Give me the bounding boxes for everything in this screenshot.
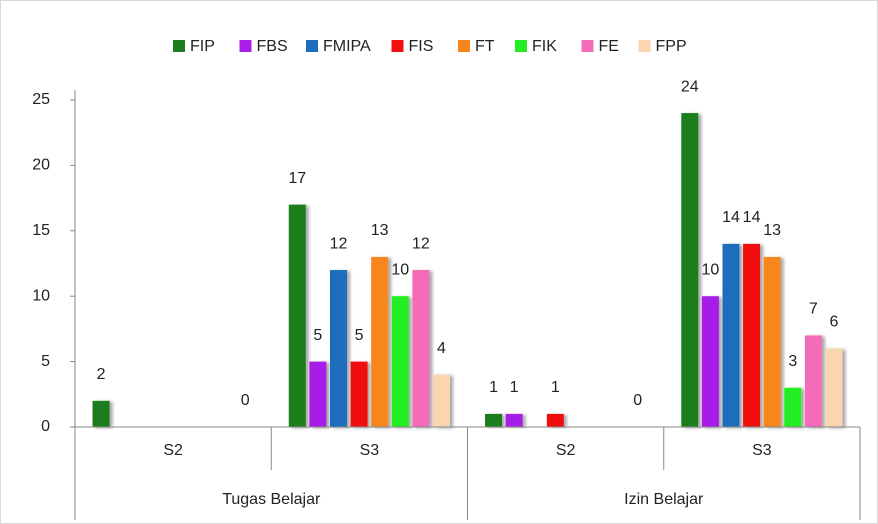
bar	[763, 256, 781, 427]
data-label: 13	[371, 222, 389, 239]
bar	[681, 113, 699, 427]
bar	[391, 296, 409, 427]
group-label: Izin Belajar	[624, 491, 704, 508]
data-label: 0	[241, 392, 250, 409]
data-label: 13	[763, 222, 781, 239]
legend-swatch	[239, 40, 252, 52]
legend-label: FIS	[409, 38, 434, 55]
data-label: 4	[437, 340, 446, 357]
data-label: 3	[788, 353, 797, 370]
data-label: 5	[355, 327, 364, 344]
y-tick-label: 0	[41, 418, 50, 435]
legend-label: FBS	[257, 38, 288, 55]
y-tick-label: 5	[41, 353, 50, 370]
data-label: 10	[701, 261, 719, 278]
data-label: 7	[809, 301, 818, 318]
bar	[825, 348, 843, 427]
bar	[329, 270, 347, 427]
bar	[412, 270, 430, 427]
y-tick-label: 20	[32, 157, 50, 174]
legend-label: FIK	[532, 38, 557, 55]
legend-label: FPP	[656, 38, 687, 55]
x-tick-label: S3	[752, 442, 772, 459]
legend-swatch	[581, 40, 594, 52]
data-label: 1	[510, 379, 519, 396]
data-label: 10	[391, 261, 409, 278]
legend-label: FT	[475, 38, 495, 55]
bar	[92, 400, 110, 427]
bar	[784, 387, 802, 427]
data-label: 12	[330, 235, 348, 252]
data-label: 1	[551, 379, 560, 396]
bar	[804, 335, 822, 427]
y-tick-label: 25	[32, 91, 50, 108]
data-label: 0	[633, 392, 642, 409]
legend-swatch	[458, 40, 470, 52]
bar	[485, 413, 503, 427]
bar	[371, 256, 389, 427]
x-tick-label: S3	[360, 442, 380, 459]
bar	[505, 413, 523, 427]
bar	[546, 413, 564, 427]
bar	[309, 361, 327, 427]
legend-label: FE	[599, 38, 619, 55]
legend-swatch	[306, 40, 318, 52]
data-label: 24	[681, 78, 699, 95]
y-tick-label: 15	[32, 222, 50, 239]
data-label: 14	[743, 209, 761, 226]
legend-label: FIP	[190, 38, 215, 55]
data-label: 14	[722, 209, 740, 226]
y-tick-label: 10	[32, 287, 50, 304]
group-label: Tugas Belajar	[222, 491, 321, 508]
legend-swatch	[391, 40, 404, 52]
bar	[288, 204, 306, 427]
legend-swatch	[173, 40, 185, 52]
data-label: 12	[412, 235, 430, 252]
data-label: 1	[489, 379, 498, 396]
x-tick-label: S2	[163, 442, 183, 459]
bar	[432, 374, 450, 427]
data-label: 6	[830, 314, 839, 331]
x-tick-label: S2	[556, 442, 576, 459]
data-label: 5	[313, 327, 322, 344]
bar	[701, 296, 719, 427]
data-label: 2	[97, 366, 106, 383]
bar	[743, 243, 761, 427]
bar	[350, 361, 368, 427]
legend-swatch	[638, 40, 651, 52]
legend-label: FMIPA	[323, 38, 371, 55]
legend-swatch	[515, 40, 527, 52]
bar	[722, 243, 740, 427]
data-label: 17	[288, 170, 306, 187]
